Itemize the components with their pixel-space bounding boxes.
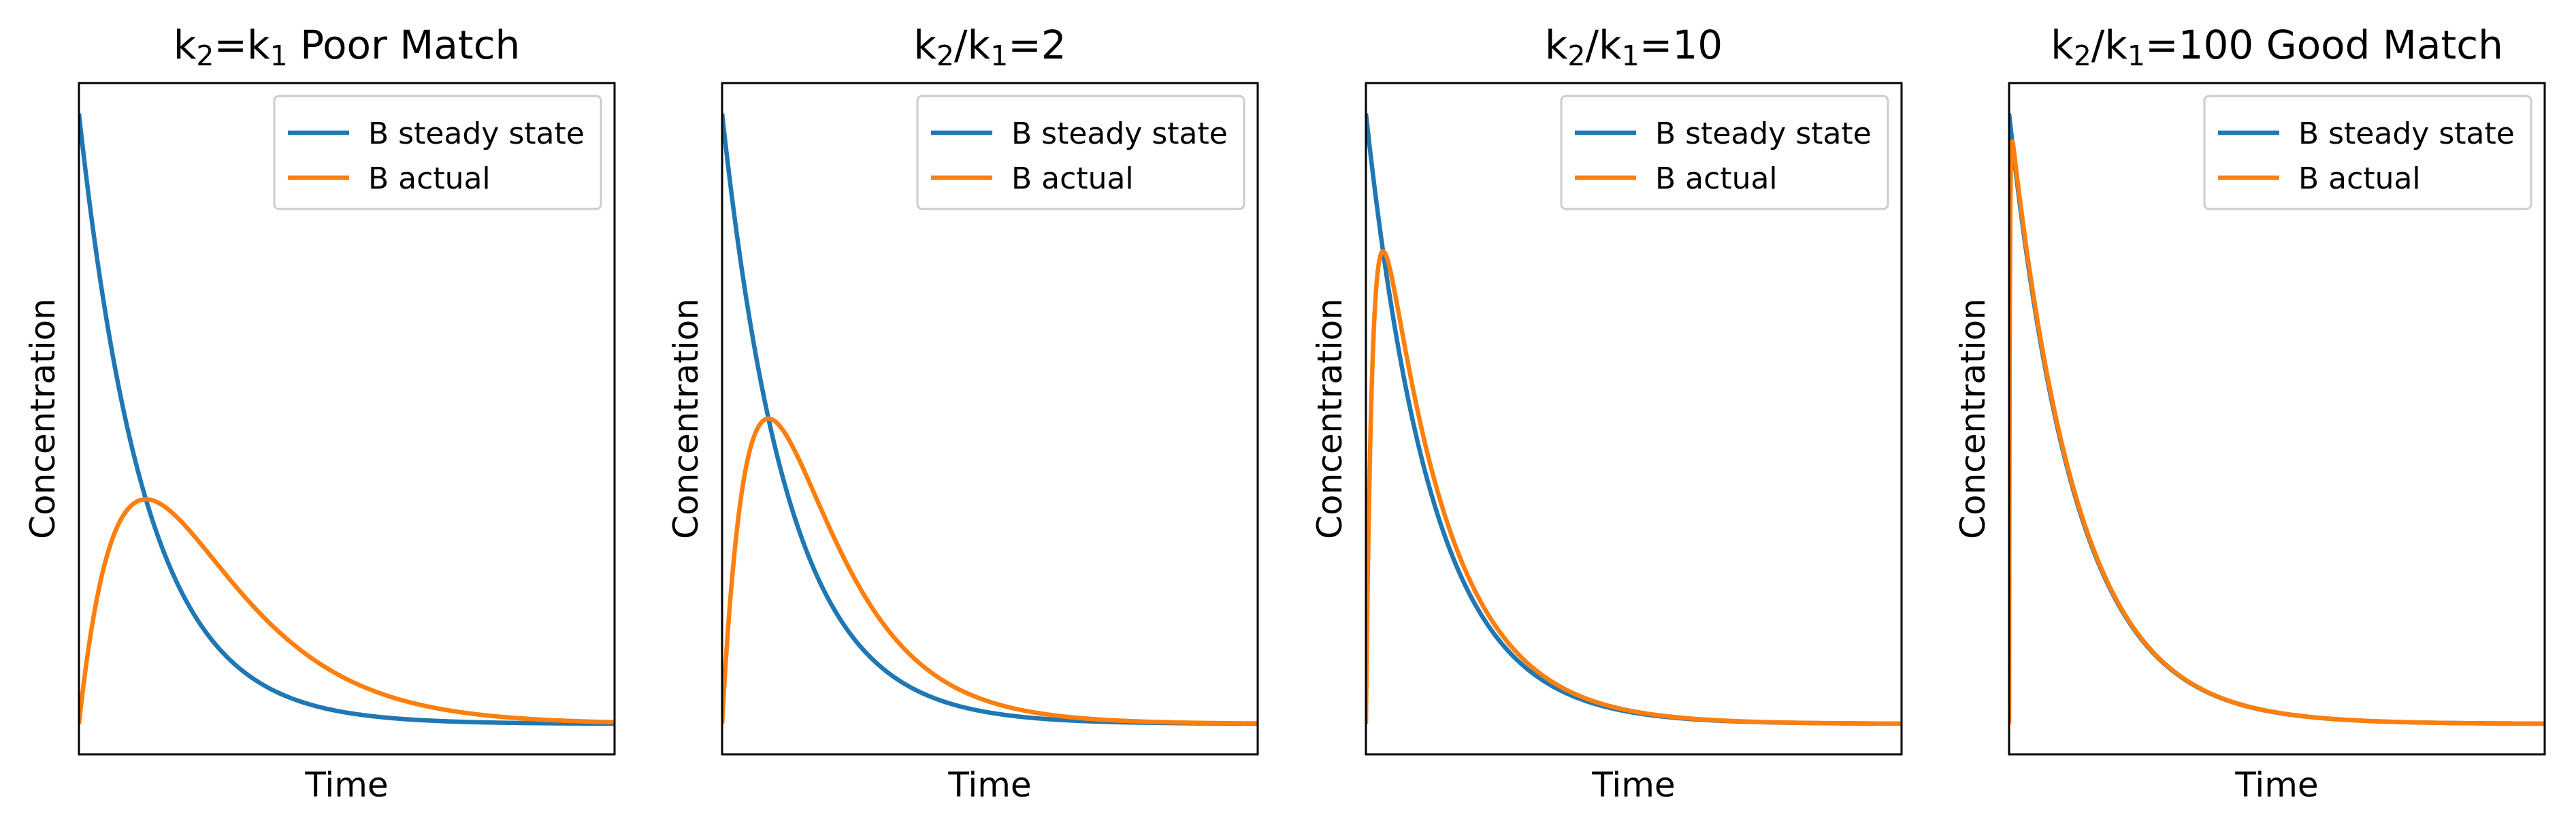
chart-title: k2/k1=100 Good Match <box>2051 22 2503 72</box>
axes-frame <box>78 82 616 756</box>
series-line-b-actual <box>79 497 615 726</box>
y-axis-label: Concentration <box>23 298 63 539</box>
legend-box <box>916 95 1245 210</box>
x-axis-label: Time <box>947 765 1031 805</box>
panel-4: k2/k1=100 Good Match Time Concentration B s… <box>1953 22 2546 805</box>
axes-frame <box>1365 82 1903 756</box>
legend-box <box>1560 95 1889 210</box>
plot-lines <box>1366 111 1902 726</box>
legend-label: B steady state <box>368 116 585 151</box>
y-axis-label: Concentration <box>1953 298 1993 539</box>
legend-label: B steady state <box>1011 116 1228 151</box>
plot-lines <box>79 111 615 726</box>
series-line-b-steady-state <box>79 111 615 726</box>
x-axis-label: Time <box>1591 765 1675 805</box>
legend: B steady state B actual <box>1560 95 1889 210</box>
chart-title: k2=k1 Poor Match <box>174 22 521 72</box>
legend-label: B steady state <box>2298 116 2515 151</box>
chart-title: k2/k1=10 <box>1545 22 1723 72</box>
plot-lines <box>2009 111 2545 726</box>
y-axis-label: Concentration <box>666 298 706 539</box>
x-axis-label: Time <box>2234 765 2318 805</box>
series-line-b-actual <box>1366 248 1902 726</box>
legend-label: B actual <box>1011 161 1134 196</box>
series-line-b-actual <box>722 416 1258 726</box>
legend: B steady state B actual <box>916 95 1245 210</box>
y-axis-label: Concentration <box>1310 298 1350 539</box>
legend-label: B actual <box>1655 161 1778 196</box>
panel-1: k2=k1 Poor Match Time Concentration B stead… <box>23 22 616 805</box>
legend-box <box>2203 95 2532 210</box>
legend: B steady state B actual <box>273 95 602 210</box>
chart-title: k2/k1=2 <box>913 22 1066 72</box>
axes-frame <box>2008 82 2546 756</box>
x-axis-label: Time <box>304 765 388 805</box>
legend-label: B steady state <box>1655 116 1872 151</box>
legend-box <box>273 95 602 210</box>
plot-lines <box>722 111 1258 726</box>
legend-label: B actual <box>2298 161 2421 196</box>
legend-label: B actual <box>368 161 491 196</box>
legend: B steady state B actual <box>2203 95 2532 210</box>
series-line-b-actual <box>2009 139 2545 726</box>
axes-frame <box>721 82 1259 756</box>
